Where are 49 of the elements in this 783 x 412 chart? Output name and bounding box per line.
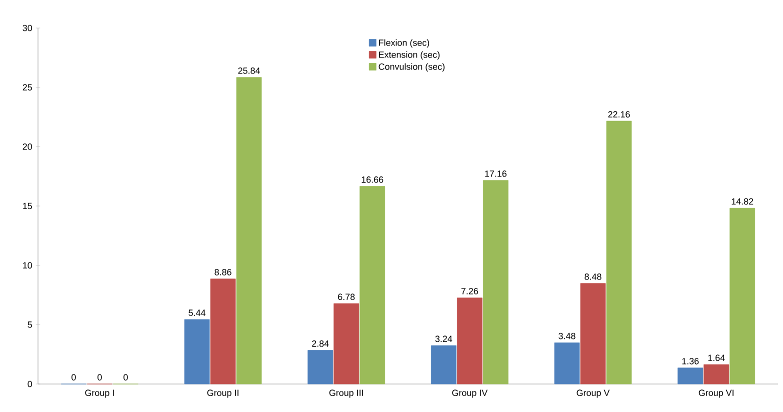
data-label: 8.86 bbox=[214, 268, 232, 276]
bar bbox=[580, 283, 606, 384]
bar bbox=[308, 350, 334, 384]
data-label: 1.64 bbox=[708, 354, 725, 362]
data-label: 14.82 bbox=[732, 198, 754, 205]
data-label: 8.48 bbox=[584, 273, 602, 280]
y-tick-label: 25 bbox=[22, 84, 32, 91]
y-tick-label: 30 bbox=[22, 24, 32, 32]
data-label: 7.26 bbox=[461, 288, 478, 294]
y-tick-label: 5 bbox=[28, 322, 32, 328]
bar bbox=[334, 303, 360, 384]
y-tick-label: 10 bbox=[23, 262, 32, 269]
data-label: 3.24 bbox=[435, 336, 452, 342]
data-label: 22.16 bbox=[608, 111, 630, 118]
data-label: 3.48 bbox=[558, 332, 576, 340]
x-tick-label: Group V bbox=[576, 390, 610, 398]
data-label: 16.66 bbox=[362, 176, 384, 183]
bar bbox=[430, 345, 456, 384]
data-label: 0 bbox=[98, 374, 102, 380]
data-label: 6.78 bbox=[338, 294, 355, 300]
bar bbox=[730, 208, 756, 384]
y-tick-label: 15 bbox=[23, 202, 32, 210]
x-tick-label: Group II bbox=[207, 390, 238, 398]
legend-label: Convulsion (sec) bbox=[378, 63, 445, 72]
bar bbox=[606, 120, 632, 384]
x-tick-label: Group VI bbox=[698, 390, 734, 398]
data-label: 2.84 bbox=[312, 340, 329, 347]
x-tick-label: Group III bbox=[329, 390, 363, 398]
bar bbox=[704, 364, 730, 384]
data-label: 25.84 bbox=[238, 67, 260, 74]
legend-label: Extension (sec) bbox=[379, 51, 440, 60]
bar bbox=[482, 180, 508, 384]
bar bbox=[360, 186, 386, 384]
data-label: 17.16 bbox=[485, 170, 506, 177]
x-tick-label: Group IV bbox=[452, 390, 488, 398]
bar bbox=[678, 368, 704, 384]
bar bbox=[184, 319, 210, 384]
bar bbox=[236, 77, 262, 384]
data-label: 0 bbox=[72, 374, 76, 380]
data-label: 0 bbox=[124, 374, 128, 380]
data-label: 5.44 bbox=[188, 310, 206, 316]
data-label: 1.36 bbox=[682, 358, 699, 364]
y-tick-label: 20 bbox=[22, 143, 32, 150]
bar bbox=[210, 278, 236, 384]
bar bbox=[554, 342, 580, 384]
legend-label: Flexion (sec) bbox=[379, 39, 430, 48]
x-tick-label: Group I bbox=[85, 390, 114, 398]
bar bbox=[456, 298, 482, 384]
y-tick-label: 0 bbox=[28, 380, 32, 388]
